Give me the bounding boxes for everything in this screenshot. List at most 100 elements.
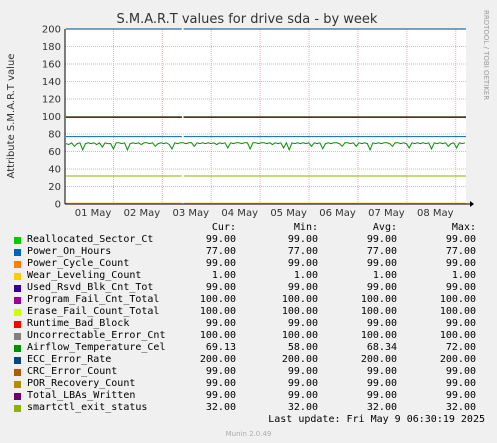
- legend-value-min: 100.00: [281, 330, 318, 341]
- legend-value-avg: 77.00: [366, 246, 397, 257]
- legend-row: ECC_Error_Rate 200.00 200.00 200.00 200.00: [14, 354, 494, 366]
- legend-value-max: 100.00: [439, 330, 476, 341]
- x-ticks: 01 May 02 May 03 May 04 May 05 May 06 May 07 M…: [75, 208, 454, 219]
- legend-row: Total_LBAs_Written 99.00 99.00 99.00 99.00: [14, 390, 494, 402]
- legend-swatch: [14, 249, 21, 256]
- legend-value-avg: 100.00: [360, 330, 397, 341]
- y-tick-label: 60: [48, 147, 61, 158]
- last-update: Last update: Fri May 9 06:30:19 2025: [268, 414, 485, 425]
- legend-value-avg: 99.00: [366, 282, 397, 293]
- legend-value-max: 200.00: [439, 354, 476, 365]
- legend-value-cur: 99.00: [205, 390, 236, 401]
- legend-swatch: [14, 321, 21, 328]
- series-lines: [65, 28, 466, 204]
- legend-swatch: [14, 309, 21, 316]
- legend-row: Reallocated_Sector_Ct 99.00 99.00 99.00 99.0…: [14, 234, 494, 246]
- legend-swatch: [14, 261, 21, 268]
- legend-value-min: 100.00: [281, 294, 318, 305]
- legend-value-avg: 99.00: [366, 390, 397, 401]
- y-axis-label: Attribute S.M.A.R.T value: [6, 54, 17, 179]
- legend-value-min: 99.00: [287, 318, 318, 329]
- legend-label: smartctl_exit_status: [27, 402, 148, 413]
- legend-value-avg: 99.00: [366, 378, 397, 389]
- legend-value-cur: 99.00: [205, 258, 236, 269]
- legend-value-cur: 32.00: [205, 402, 236, 413]
- legend-value-min: 99.00: [287, 258, 318, 269]
- legend-value-max: 100.00: [439, 294, 476, 305]
- x-axis-arrow: [470, 201, 474, 207]
- legend-value-min: 99.00: [287, 282, 318, 293]
- legend-value-cur: 69.13: [205, 342, 236, 353]
- legend-value-avg: 99.00: [366, 258, 397, 269]
- rrdtool-side-label: RRDTOOL / TOBI OETIKER: [482, 10, 490, 100]
- legend-value-avg: 100.00: [360, 294, 397, 305]
- legend-value-min: 99.00: [287, 234, 318, 245]
- y-tick-label: 0: [55, 200, 61, 211]
- legend-value-min: 99.00: [287, 378, 318, 389]
- legend-label: Reallocated_Sector_Ct: [27, 234, 154, 245]
- legend-label: Used_Rsvd_Blk_Cnt_Tot: [27, 282, 154, 293]
- legend-value-max: 100.00: [439, 306, 476, 317]
- legend-header-max: Max:: [451, 222, 476, 233]
- legend-label: Uncorrectable_Error_Cnt: [27, 330, 166, 341]
- legend-row: Uncorrectable_Error_Cnt 100.00 100.00 100.0…: [14, 330, 494, 342]
- y-tick-label: 80: [48, 130, 61, 141]
- legend-value-avg: 200.00: [360, 354, 397, 365]
- legend-value-min: 100.00: [281, 306, 318, 317]
- legend-header-avg: Avg:: [372, 222, 397, 233]
- y-tick-label: 40: [48, 165, 61, 176]
- legend-value-max: 32.00: [445, 402, 476, 413]
- x-tick-label: 03 May: [173, 208, 210, 219]
- y-tick-label: 140: [42, 77, 61, 88]
- legend-label: POR_Recovery_Count: [27, 378, 136, 389]
- y-tick-label: 100: [42, 112, 61, 123]
- legend-label: Erase_Fail_Count_Total: [27, 306, 160, 317]
- legend-value-min: 1.00: [293, 270, 318, 281]
- x-tick-label: 05 May: [270, 208, 307, 219]
- legend-label: Power_On_Hours: [27, 246, 112, 257]
- y-ticks: 0 20 40 60 80 100 120 140 160 180 200: [42, 25, 61, 211]
- legend-row: Erase_Fail_Count_Total 100.00 100.00 100.00…: [14, 306, 494, 318]
- legend-value-avg: 68.34: [366, 342, 397, 353]
- legend-row: Used_Rsvd_Blk_Cnt_Tot 99.00 99.00 99.00 99.0…: [14, 282, 494, 294]
- legend-value-max: 72.00: [445, 342, 476, 353]
- legend-row: POR_Recovery_Count 99.00 99.00 99.00 99.00: [14, 378, 494, 390]
- legend-swatch: [14, 405, 21, 412]
- legend-value-cur: 99.00: [205, 378, 236, 389]
- y-tick-label: 180: [42, 42, 61, 53]
- legend-label: Total_LBAs_Written: [27, 390, 136, 401]
- legend-label: Wear_Leveling_Count: [27, 270, 142, 281]
- legend-value-cur: 1.00: [211, 270, 236, 281]
- legend-value-cur: 100.00: [199, 330, 236, 341]
- legend-label: Airflow_Temperature_Cel: [27, 342, 166, 353]
- legend-value-min: 58.00: [287, 342, 318, 353]
- legend-value-min: 32.00: [287, 402, 318, 413]
- chart-title: S.M.A.R.T values for drive sda - by week: [117, 12, 378, 27]
- x-tick-label: 04 May: [221, 208, 258, 219]
- legend-value-max: 1.00: [451, 270, 476, 281]
- legend-value-avg: 99.00: [366, 234, 397, 245]
- legend-label: ECC_Error_Rate: [27, 354, 112, 365]
- legend-value-cur: 99.00: [205, 318, 236, 329]
- legend-swatch: [14, 333, 21, 340]
- x-tick-label: 01 May: [75, 208, 112, 219]
- legend-swatch: [14, 393, 21, 400]
- legend-swatch: [14, 285, 21, 292]
- y-tick-label: 200: [42, 25, 61, 36]
- legend-value-cur: 200.00: [199, 354, 236, 365]
- legend-value-avg: 99.00: [366, 366, 397, 377]
- legend-value-cur: 77.00: [205, 246, 236, 257]
- y-tick-label: 120: [42, 95, 61, 106]
- legend-label: Program_Fail_Cnt_Total: [27, 294, 160, 305]
- x-tick-label: 02 May: [124, 208, 161, 219]
- legend-value-max: 99.00: [445, 378, 476, 389]
- legend-swatch: [14, 369, 21, 376]
- legend-swatch: [14, 357, 21, 364]
- legend-value-max: 99.00: [445, 318, 476, 329]
- legend-value-avg: 100.00: [360, 306, 397, 317]
- legend-row: Program_Fail_Cnt_Total 100.00 100.00 100.00…: [14, 294, 494, 306]
- legend-value-avg: 32.00: [366, 402, 397, 413]
- x-tick-label: 07 May: [368, 208, 405, 219]
- legend-value-max: 99.00: [445, 234, 476, 245]
- legend-value-cur: 99.00: [205, 366, 236, 377]
